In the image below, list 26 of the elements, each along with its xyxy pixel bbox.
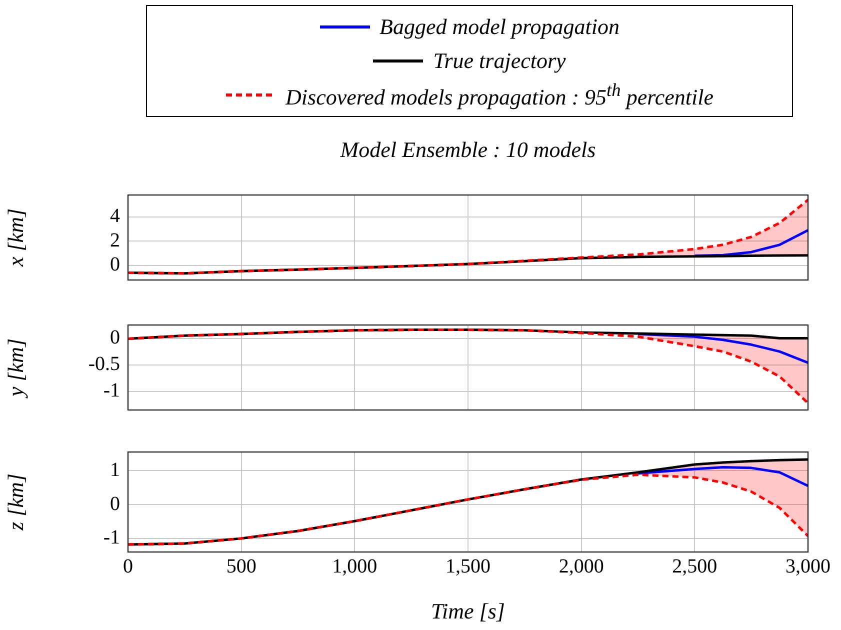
y-tick-label: 0 (110, 326, 120, 349)
y-tick-label: 0 (110, 492, 120, 515)
legend-label: Bagged model propagation (380, 14, 620, 40)
x-tick-label: 1,000 (332, 555, 378, 578)
x-tick-label: 1,500 (446, 555, 490, 578)
line-series (128, 198, 808, 275)
legend-label: Discovered models propagation : 95$^{th}$ percentile (286, 80, 714, 110)
y-tick-label: 2 (110, 229, 120, 252)
line-series (128, 328, 808, 404)
x-tick-label: 2,000 (558, 555, 604, 578)
legend-label: True trajectory (433, 48, 566, 74)
y-axis-title: x [km] (2, 208, 28, 268)
y-tick-label: 0 (110, 254, 120, 276)
y-axis-title: z [km] (2, 474, 28, 532)
chart-title: Model Ensemble : 10 models (339, 137, 597, 163)
y-tick-label: 4 (110, 205, 120, 228)
x-tick-label: 2,500 (672, 555, 718, 578)
y-tick-label: -0.5 (88, 353, 120, 376)
y-tick-label: -1 (103, 526, 120, 549)
x-axis-title: Time [s] (431, 598, 505, 624)
line-series (128, 473, 808, 546)
y-axis-title: y [km] (2, 338, 28, 399)
y-tick-label: 1 (110, 458, 120, 481)
x-tick-label: 500 (226, 555, 256, 578)
y-tick-label: -1 (103, 380, 120, 402)
x-tick-label: 3,000 (786, 555, 830, 578)
